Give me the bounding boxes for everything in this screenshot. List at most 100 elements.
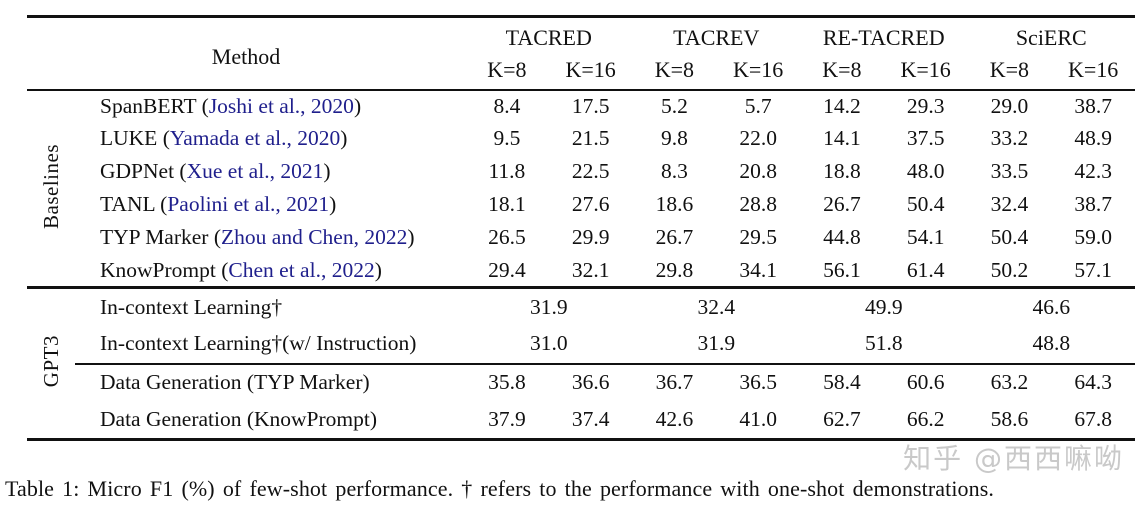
method-cell: GDPNet (Xue et al., 2021)	[75, 156, 465, 189]
cell-value: 37.4	[548, 401, 633, 441]
cell-value: 14.2	[823, 93, 861, 118]
cell-value: 5.2	[660, 93, 688, 118]
cell-value: 18.1	[488, 192, 526, 217]
cell-value: 26.7	[655, 225, 694, 250]
cell-value: 37.9	[465, 401, 549, 441]
method-name: Data Generation (TYP Marker)	[100, 370, 370, 395]
cell-value: 54.1	[906, 225, 945, 250]
table-row: TYP Marker (Zhou and Chen, 2022) 26.5 29…	[27, 222, 1135, 255]
column-group-re-tacred: RE-TACRED	[800, 15, 968, 51]
method-cell: KnowPrompt (Chen et al., 2022)	[75, 255, 465, 288]
cell-value-merged: 46.6	[967, 286, 1136, 326]
method-name: Data Generation (KnowPrompt)	[100, 407, 378, 431]
subcolumn-header-k16: K=16	[883, 50, 968, 91]
cell-value: 66.2	[883, 401, 968, 441]
cell-value: 48.9	[1074, 126, 1112, 151]
table-row: In-context Learning†(w/ Instruction) 31.…	[27, 326, 1135, 364]
citation-link[interactable]: Xue et al., 2021	[186, 159, 324, 184]
cell-value: 17.5	[571, 93, 610, 118]
cell-value: 61.4	[906, 257, 945, 282]
cell-value-merged: 31.9	[697, 331, 736, 356]
subcolumn-header-k8: K=8	[465, 50, 549, 91]
cell-value: 36.7	[632, 362, 717, 402]
cell-value: 33.5	[990, 159, 1029, 184]
cell-value: 56.1	[823, 257, 861, 282]
cell-value: 27.6	[571, 192, 610, 217]
method-name: LUKE (	[100, 126, 170, 151]
cell-value: 11.8	[488, 159, 526, 184]
cell-value: 29.9	[571, 225, 610, 250]
cell-value: 36.5	[716, 362, 801, 402]
method-cell: In-context Learning†(w/ Instruction)	[75, 326, 465, 364]
method-name-close: )	[323, 159, 331, 184]
cell-value: 22.0	[739, 126, 777, 151]
cell-value: 29.3	[906, 93, 945, 118]
cell-value-merged: 48.8	[1032, 331, 1071, 356]
table-row: GDPNet (Xue et al., 2021) 11.8 22.5 8.3 …	[27, 156, 1135, 189]
citation-link[interactable]: Chen et al., 2022	[228, 257, 375, 282]
table-caption: Table 1: Micro F1 (%) of few-shot perfor…	[5, 476, 995, 501]
cell-value: 60.6	[883, 362, 968, 402]
method-cell: Data Generation (KnowPrompt)	[75, 401, 466, 441]
cell-value: 58.6	[967, 401, 1052, 441]
row-group-gpt3: GPT3	[27, 286, 75, 441]
cell-value: 44.8	[823, 225, 861, 250]
method-name: In-context Learning†(w/ Instruction)	[100, 331, 417, 356]
cell-value: 67.8	[1051, 401, 1136, 441]
header-row-datasets: Method TACRED TACREV RE-TACRED SciERC	[27, 15, 1136, 91]
table-row: Baselines SpanBERT (Joshi et al., 2020) …	[27, 90, 1135, 228]
cell-value: 29.5	[739, 225, 777, 250]
subcolumn-header-k8: K=8	[632, 50, 717, 91]
subcolumn-header-k8: K=8	[967, 50, 1052, 91]
method-name: GDPNet (	[100, 159, 187, 184]
cell-value: 42.6	[632, 401, 717, 441]
cell-value: 32.1	[571, 257, 610, 282]
cell-value: 38.7	[1074, 192, 1112, 217]
method-name: SpanBERT (	[100, 93, 209, 118]
cell-value: 50.4	[906, 192, 945, 217]
citation-link[interactable]: Zhou and Chen, 2022	[221, 225, 408, 250]
method-cell: SpanBERT (Joshi et al., 2020)	[75, 90, 465, 123]
cell-value: 62.7	[800, 401, 884, 441]
row-group-label-baselines: Baselines	[38, 143, 63, 229]
method-cell: In-context Learning†	[75, 286, 466, 326]
cell-value: 9.5	[493, 126, 521, 151]
cell-value: 29.8	[655, 257, 694, 282]
table-row: TANL (Paolini et al., 2021) 18.1 27.6 18…	[27, 189, 1135, 222]
citation-link[interactable]: Joshi et al., 2020	[208, 93, 354, 118]
cell-value: 37.5	[906, 126, 945, 151]
column-group-tacrev: TACREV	[632, 15, 801, 51]
cell-value: 21.5	[571, 126, 610, 151]
gpt3-section: GPT3 In-context Learning† 31.9 32.4 49.9…	[27, 286, 1136, 441]
row-group-label-gpt3: GPT3	[38, 335, 63, 388]
cell-value: 18.6	[655, 192, 694, 217]
citation-link[interactable]: Yamada et al., 2020	[169, 126, 341, 151]
cell-value-merged: 49.9	[800, 286, 968, 326]
cell-value: 26.7	[823, 192, 861, 217]
cell-value: 42.3	[1074, 159, 1112, 184]
cell-value: 36.6	[548, 362, 633, 402]
subcolumn-header-k8: K=8	[800, 50, 884, 91]
subcolumn-header-k16: K=16	[716, 50, 801, 91]
method-name: KnowPrompt (	[100, 257, 229, 282]
table-row: Data Generation (KnowPrompt) 37.9 37.4 4…	[27, 401, 1136, 441]
method-name: TANL (	[100, 192, 168, 217]
method-name-close: )	[340, 126, 348, 151]
cell-value: 35.8	[465, 362, 549, 402]
cell-value: 28.8	[739, 192, 777, 217]
cell-value: 14.1	[823, 126, 861, 151]
row-group-baselines: Baselines	[27, 90, 75, 288]
cell-value-merged: 31.0	[529, 331, 568, 356]
cell-value: 26.5	[488, 225, 526, 250]
cell-value: 33.2	[990, 126, 1029, 151]
watermark: 知乎 @西西嘛呦	[903, 442, 1124, 475]
table-row: GPT3 In-context Learning† 31.9 32.4 49.9…	[27, 286, 1136, 441]
cell-value: 18.8	[823, 159, 861, 184]
subcolumn-header-k16: K=16	[548, 50, 633, 91]
cell-value: 50.2	[990, 257, 1029, 282]
cell-value: 38.7	[1074, 93, 1112, 118]
citation-link[interactable]: Paolini et al., 2021	[167, 192, 330, 217]
cell-value: 59.0	[1074, 225, 1112, 250]
results-table: Method TACRED TACREV RE-TACRED SciERC K=…	[27, 15, 1136, 441]
